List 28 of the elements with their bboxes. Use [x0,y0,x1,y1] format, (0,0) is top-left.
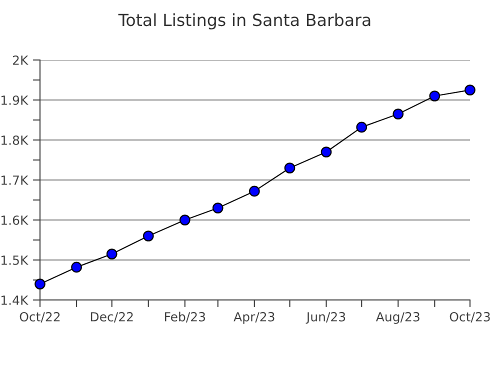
y-tick-label: 1.5K [1,256,28,265]
point [464,84,476,96]
x-tick-label: Oct/23 [450,312,490,322]
point [212,202,224,214]
y-tick-label: 1.9K [1,95,28,105]
x-tick-label: Feb/23 [165,312,206,322]
y-tick-label: 1.6K [1,215,28,225]
y-tick-label: 1.7K [1,176,28,185]
x-tick-label: Oct/22 [20,312,60,322]
point [142,230,154,242]
x-tick-label: Aug/23 [376,312,420,324]
y-tick-label: 1.8K [1,135,28,145]
y-tick-label: 1.4K [1,296,28,305]
x-tick-label: Jun/23 [306,312,346,324]
point [106,248,118,260]
point [320,146,332,158]
y-tick-label: 2K [12,55,28,65]
point [248,186,260,197]
point [34,278,46,290]
chart-title: Total Listings in Santa Barbara [118,13,370,30]
point [71,262,82,273]
point [284,162,296,174]
x-tick-label: Apr/23 [234,312,274,324]
point [356,122,368,133]
x-tick-label: Dec/22 [90,312,133,322]
point [392,108,404,120]
point [429,90,440,102]
point [179,214,190,226]
